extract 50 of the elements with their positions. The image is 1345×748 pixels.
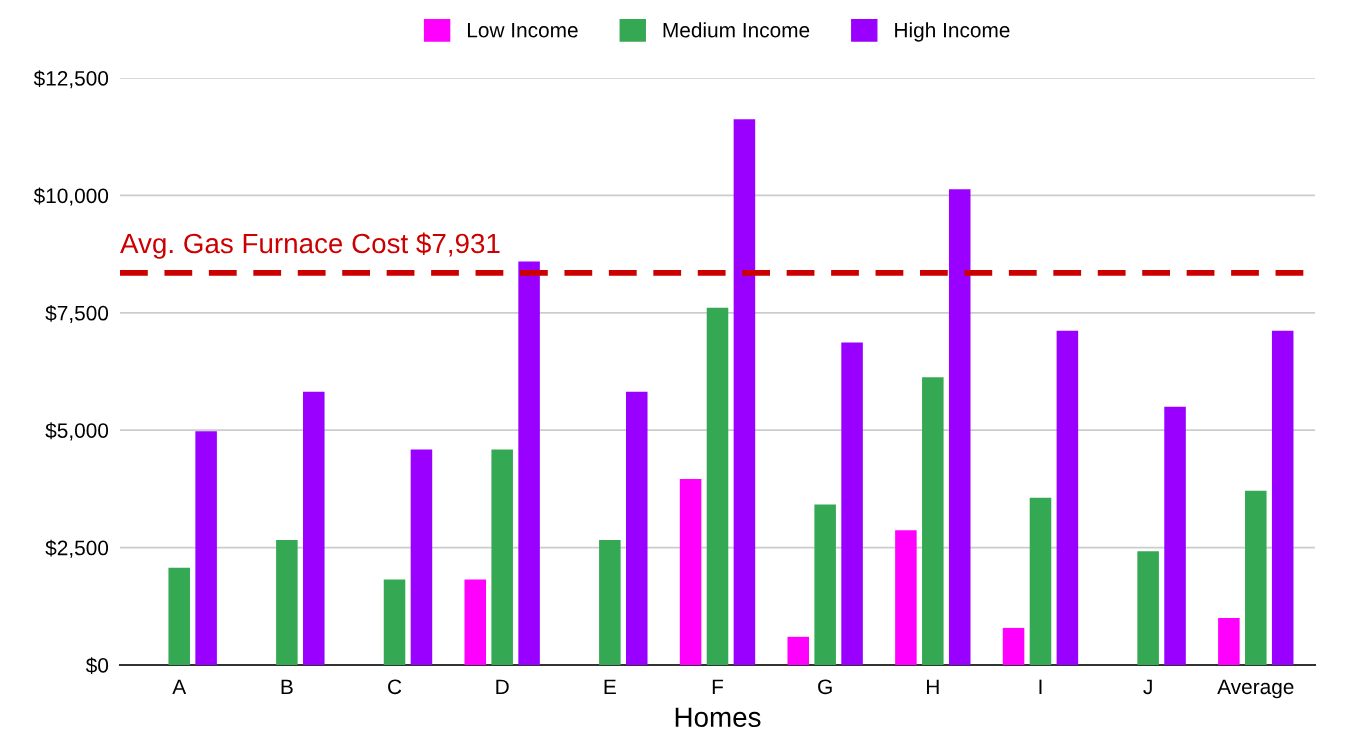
x-tick-label: H [927,679,939,694]
legend-label: Medium Income [663,22,810,38]
bar [383,579,406,665]
bar [895,530,917,665]
bar [303,391,325,665]
bar [410,449,433,665]
bar [679,479,702,665]
bar [787,636,810,665]
x-tick-label: Average [1217,679,1294,699]
legend-label: Low Income [467,22,578,38]
bar [168,567,190,665]
bar [948,189,971,665]
bar [625,391,648,665]
x-tick-label: J [1143,679,1152,695]
y-tick-label: $5,000 [45,422,109,441]
y-tick-label: $0 [85,657,109,674]
bar [1164,406,1186,665]
x-tick-label: I [1039,679,1042,694]
bar [814,504,836,665]
y-tick-label: $2,500 [45,539,109,558]
bar [1218,618,1240,665]
bar [518,261,540,665]
legend-label: High Income [895,22,1010,42]
x-tick-label: G [818,679,832,695]
bar [195,431,217,665]
bar [706,307,729,665]
bar [1029,497,1052,665]
bar [1245,490,1267,665]
bar [491,449,513,665]
x-tick-label: F [712,679,724,694]
bar [276,540,298,665]
x-tick-label: C [388,679,402,695]
y-tick-label: $10,000 [33,187,109,206]
bar [599,540,621,665]
x-tick-label: A [172,679,187,694]
bar [922,377,944,665]
bar [1056,330,1079,665]
bar [1271,330,1294,665]
bar [841,342,863,665]
bar [733,119,756,665]
x-axis-title: Homes [675,707,761,728]
bar [1002,627,1025,665]
x-tick-label: D [496,679,509,694]
y-tick-label: $12,500 [33,70,109,89]
x-tick-label: B [281,679,293,694]
bar [1137,551,1159,665]
x-tick-label: E [604,679,616,694]
bar [464,579,487,665]
y-tick-label: $7,500 [45,304,109,324]
ref-line-label: Avg. Gas Furnace Cost $7,931 [120,232,500,259]
